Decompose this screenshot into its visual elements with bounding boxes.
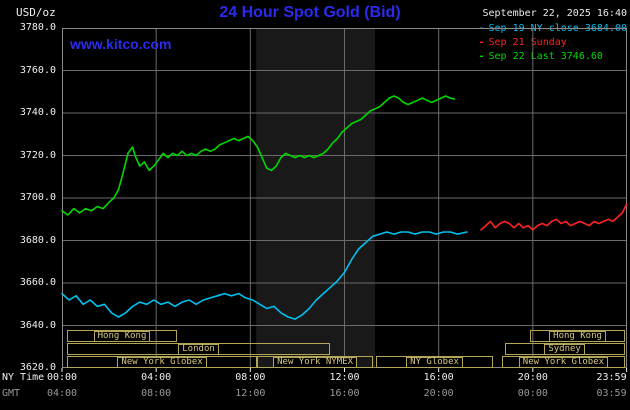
session-label: NY Globex — [406, 356, 463, 368]
y-axis-unit-label: USD/oz — [16, 6, 56, 19]
y-tick-label: 3720.0 — [19, 149, 56, 161]
y-tick-label: 3760.0 — [19, 64, 56, 76]
session-box: Hong Kong — [66, 330, 178, 342]
series-line-series_sep22 — [61, 95, 456, 216]
ny-time-label: 04:00 — [141, 372, 172, 383]
session-label: New York Globex — [117, 356, 207, 368]
session-label: Sydney — [544, 343, 585, 355]
ny-time-label: 12:00 — [329, 372, 360, 383]
session-label: London — [178, 343, 219, 355]
ny-time-label: 16:00 — [423, 372, 454, 383]
ny-time-label: 08:00 — [235, 372, 266, 383]
ny-time-label: 20:00 — [517, 372, 548, 383]
session-box: New York Globex — [502, 356, 625, 368]
gmt-time-label: 20:00 — [423, 388, 454, 399]
session-box: Sydney — [504, 343, 625, 355]
legend-dash-icon: - — [478, 51, 485, 62]
y-tick-label: 3700.0 — [19, 192, 56, 203]
session-box: New York NYMEX — [257, 356, 373, 368]
legend-item: - Sep 21 Sunday — [478, 36, 627, 50]
gmt-time-label: 00:00 — [517, 388, 548, 399]
session-box: New York Globex — [66, 356, 258, 368]
gmt-time-label: 16:00 — [329, 388, 360, 399]
session-box: Hong Kong — [530, 330, 625, 342]
session-box: NY Globex — [376, 356, 493, 368]
gmt-time-label: 12:00 — [235, 388, 266, 399]
ny-time-label: 23:59 — [596, 372, 627, 383]
y-tick-label: 3780.0 — [19, 22, 56, 33]
chart-datetime: September 22, 2025 16:40 — [482, 8, 628, 19]
session-label: Hong Kong — [93, 330, 151, 342]
gmt-time-label: 08:00 — [141, 388, 172, 399]
gmt-time-label: 04:00 — [46, 388, 78, 399]
legend-item: - Sep 22 Last 3746.60 — [478, 50, 627, 64]
y-tick-label: 3740.0 — [19, 107, 56, 118]
y-tick-label: 3660.0 — [19, 277, 56, 288]
plot-area: www.kitco.com Hong Kong Hong Kong London Sy… — [61, 28, 628, 372]
session-label: New York NYMEX — [273, 356, 357, 368]
chart-canvas — [61, 28, 628, 372]
series-line-series_sep19 — [61, 231, 468, 320]
legend-label: Sep 22 Last 3746.60 — [488, 51, 603, 62]
y-tick-label: 3620.0 — [19, 362, 56, 373]
legend-label: Sep 21 Sunday — [488, 37, 567, 48]
y-tick-label: 3640.0 — [19, 319, 56, 331]
ny-time-axis-label: NY Time — [2, 372, 45, 383]
ny-time-label: 00:00 — [46, 372, 78, 383]
gmt-time-label: 03:59 — [596, 388, 627, 399]
series-line-series_sep21 — [480, 203, 628, 231]
gmt-axis-label: GMT — [2, 388, 21, 399]
legend-dash-icon: - — [478, 37, 485, 48]
session-label: Hong Kong — [549, 330, 606, 342]
session-label: New York Globex — [518, 356, 609, 368]
session-box: London — [66, 343, 331, 355]
chart-title: 24 Hour Spot Gold (Bid) — [219, 4, 401, 21]
y-tick-label: 3680.0 — [19, 234, 56, 246]
kitco-watermark-link[interactable]: www.kitco.com — [70, 36, 172, 52]
